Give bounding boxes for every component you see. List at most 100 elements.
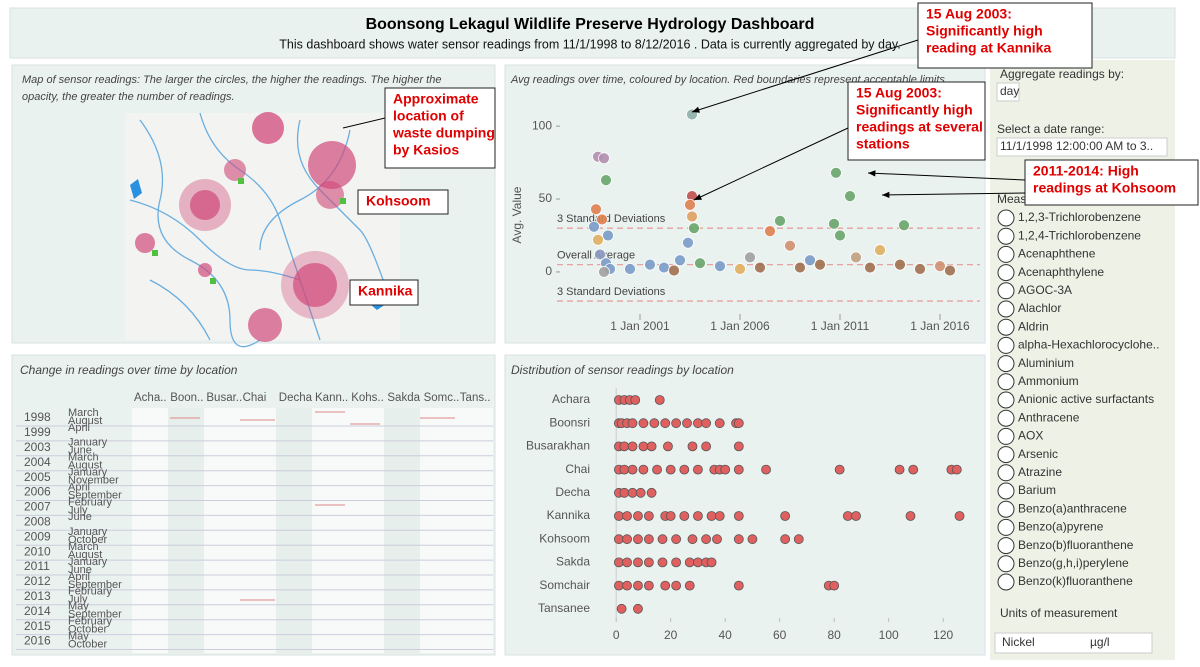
distribution-point bbox=[616, 603, 627, 614]
distribution-point bbox=[733, 534, 744, 545]
distribution-point bbox=[693, 418, 703, 429]
scatter-point bbox=[658, 261, 670, 274]
scatter-point bbox=[834, 229, 846, 242]
distribution-point bbox=[671, 534, 682, 545]
date-value[interactable]: 11/1/1998 12:00:00 AM to 3.. bbox=[1000, 139, 1153, 153]
measure-option[interactable]: Anionic active surfactants bbox=[1018, 392, 1154, 406]
date-box[interactable] bbox=[996, 137, 1168, 157]
radio-button[interactable] bbox=[997, 409, 1015, 427]
distribution-point bbox=[622, 557, 632, 568]
annotation-text: Approximate bbox=[393, 91, 479, 107]
measure-option[interactable]: Arsenic bbox=[1018, 447, 1058, 461]
radio-button[interactable] bbox=[997, 391, 1015, 409]
radio-button[interactable] bbox=[997, 318, 1015, 336]
x-tick-label: 100 bbox=[879, 628, 899, 642]
radio-button[interactable] bbox=[997, 264, 1015, 282]
year-label: 2010 bbox=[24, 544, 51, 558]
month-label: October bbox=[68, 638, 107, 650]
aggregate-box[interactable] bbox=[996, 82, 1020, 102]
radio-button[interactable] bbox=[997, 537, 1015, 555]
radio-button[interactable] bbox=[997, 573, 1015, 591]
distribution-caption: Distribution of sensor readings by locat… bbox=[511, 363, 734, 377]
scatter-point bbox=[602, 229, 614, 242]
radio-button[interactable] bbox=[997, 227, 1015, 245]
distribution-panel bbox=[504, 354, 986, 656]
distribution-point bbox=[733, 441, 744, 452]
scatter-point bbox=[688, 222, 700, 235]
distribution-point bbox=[747, 534, 758, 545]
radio-button[interactable] bbox=[997, 482, 1015, 500]
month-label: April bbox=[68, 481, 90, 493]
radio-button[interactable] bbox=[997, 300, 1015, 318]
subtitle: This dashboard shows water sensor readin… bbox=[279, 37, 900, 51]
scatter-point bbox=[850, 251, 862, 264]
category-label: Kannika bbox=[547, 508, 591, 522]
annotation-text: location of bbox=[393, 108, 464, 124]
measure-option[interactable]: Benzo(a)pyrene bbox=[1018, 520, 1104, 534]
radio-button[interactable] bbox=[997, 427, 1015, 445]
category-label: Busarakhan bbox=[526, 439, 590, 453]
distribution-point bbox=[687, 441, 698, 452]
annotation-text: waste dumping bbox=[392, 125, 495, 141]
measure-option[interactable]: Aldrin bbox=[1018, 319, 1049, 333]
measure-option[interactable]: Benzo(g,h,i)perylene bbox=[1018, 556, 1129, 570]
month-label: June bbox=[68, 564, 92, 576]
measure-option[interactable]: Ammonium bbox=[1018, 374, 1079, 388]
heatmap-caption: Change in readings over time by location bbox=[20, 363, 238, 377]
annotation-arrow bbox=[691, 39, 919, 113]
measure-option[interactable]: AOX bbox=[1018, 429, 1043, 443]
measure-option[interactable]: Benzo(b)fluoranthene bbox=[1018, 538, 1134, 552]
distribution-point bbox=[793, 534, 804, 545]
distribution-point bbox=[842, 511, 853, 521]
year-label: 2009 bbox=[24, 529, 51, 543]
measure-option[interactable]: Benzo(a)anthracene bbox=[1018, 501, 1127, 515]
column-header: Kohs.. bbox=[351, 392, 384, 404]
measure-option[interactable]: Atrazine bbox=[1018, 465, 1062, 479]
radio-button[interactable] bbox=[997, 555, 1015, 573]
measure-option[interactable]: alpha-Hexachlorocyclohe.. bbox=[1018, 338, 1159, 352]
distribution-point bbox=[951, 464, 962, 475]
measure-option[interactable]: Acenaphthene bbox=[1018, 247, 1096, 261]
scatter-point bbox=[914, 263, 926, 275]
measure-option[interactable]: Anthracene bbox=[1018, 410, 1080, 424]
radio-button[interactable] bbox=[997, 446, 1015, 464]
radio-button[interactable] bbox=[997, 500, 1015, 518]
radio-button[interactable] bbox=[997, 355, 1015, 373]
measure-option[interactable]: 1,2,4-Trichlorobenzene bbox=[1018, 228, 1141, 242]
column-header: Sakda bbox=[387, 392, 420, 404]
scatter-point bbox=[774, 215, 786, 227]
scatter-point bbox=[764, 225, 776, 238]
radio-button[interactable] bbox=[997, 464, 1015, 482]
arrow-head bbox=[692, 106, 700, 113]
month-label: July bbox=[68, 594, 88, 606]
radio-button[interactable] bbox=[997, 518, 1015, 536]
x-tick-label: 20 bbox=[664, 628, 678, 642]
radio-button[interactable] bbox=[997, 245, 1015, 263]
measure-option[interactable]: Alachlor bbox=[1018, 301, 1061, 315]
annotation-box bbox=[917, 2, 1093, 69]
measure-option[interactable]: Benzo(k)fluoranthene bbox=[1018, 574, 1133, 588]
arrow-head bbox=[882, 191, 890, 199]
radio-button[interactable] bbox=[997, 336, 1015, 354]
month-label: June bbox=[68, 445, 92, 457]
month-label: April bbox=[68, 571, 90, 583]
measure-option[interactable]: Acenaphthylene bbox=[1018, 265, 1104, 279]
measure-option[interactable]: 1,2,3-Trichlorobenzene bbox=[1018, 210, 1141, 224]
year-label: 1998 bbox=[24, 410, 51, 424]
scatter-point bbox=[734, 263, 746, 275]
distribution-point bbox=[905, 511, 916, 521]
radio-button[interactable] bbox=[997, 209, 1015, 227]
aggregate-value[interactable]: day bbox=[1000, 84, 1019, 98]
x-tick-label: 60 bbox=[773, 628, 787, 642]
measure-option[interactable]: Aluminium bbox=[1018, 356, 1074, 370]
map bbox=[125, 112, 400, 348]
measure-option[interactable]: AGOC-3A bbox=[1018, 283, 1072, 297]
category-label: Kohsoom bbox=[539, 531, 590, 545]
scatter-point bbox=[588, 220, 600, 233]
radio-button[interactable] bbox=[997, 373, 1015, 391]
radio-button[interactable] bbox=[997, 282, 1015, 300]
month-label: February bbox=[68, 616, 113, 628]
measure-option[interactable]: Barium bbox=[1018, 483, 1056, 497]
column-header: Acha.. bbox=[134, 392, 167, 404]
